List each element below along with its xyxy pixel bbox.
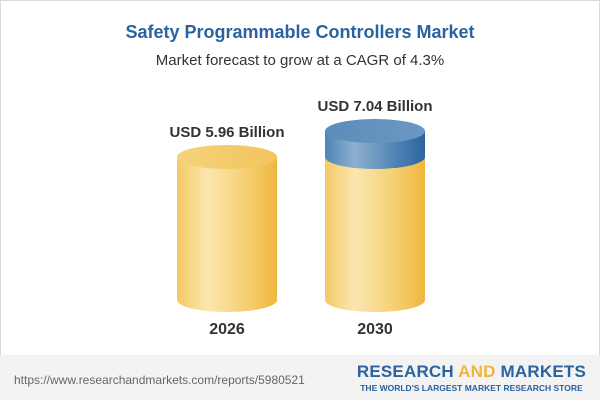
x-tick-label: 2026 (209, 321, 245, 338)
research-and-markets-logo[interactable]: RESEARCH AND MARKETS THE WORLD'S LARGEST… (357, 362, 586, 393)
cylinder-body-2026 (177, 156, 277, 312)
footer: https://www.researchandmarkets.com/repor… (0, 355, 600, 400)
cylinder-top-2030 (325, 119, 425, 144)
logo-text: RESEARCH (356, 362, 459, 381)
chart-subtitle: Market forecast to grow at a CAGR of 4.3… (155, 52, 445, 69)
report-url[interactable]: https://www.researchandmarkets.com/repor… (14, 373, 305, 387)
logo-text: MARKETS (495, 362, 586, 381)
data-label: USD 5.96 Billion (169, 124, 284, 141)
logo-tagline: THE WORLD'S LARGEST MARKET RESEARCH STOR… (360, 383, 583, 393)
logo-text-and: AND (458, 362, 496, 381)
cylinder-top-2026 (177, 144, 277, 169)
data-label: USD 7.04 Billion (317, 98, 432, 115)
cylinder-body-2030 (325, 156, 425, 312)
cylinder-chart: USD 5.96 Billion 2026 USD 7.04 Billion 2030 (169, 98, 432, 338)
chart-title: Safety Programmable Controllers Market (125, 22, 475, 42)
x-tick-label: 2030 (357, 321, 393, 338)
